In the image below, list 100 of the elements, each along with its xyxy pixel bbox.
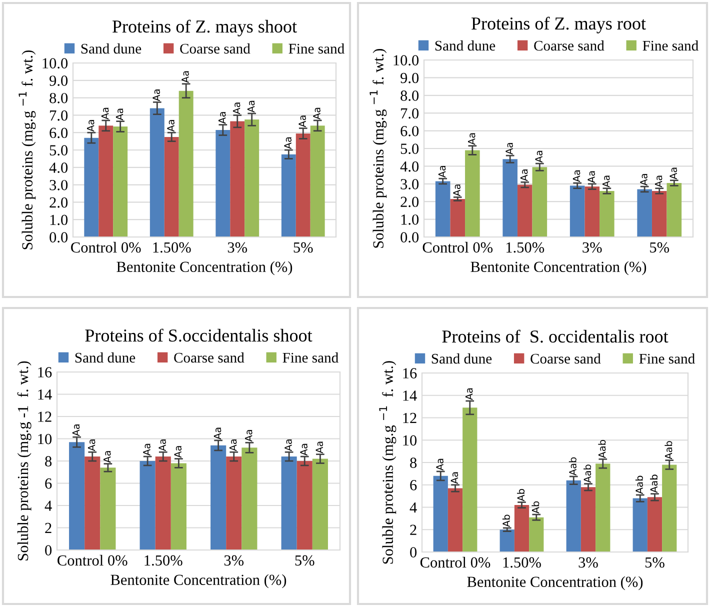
y-tick-label: 6.0 bbox=[400, 126, 419, 136]
data-label: Aa bbox=[104, 451, 111, 463]
data-label: Aa bbox=[88, 439, 96, 452]
x-tick-label: 5% bbox=[295, 555, 314, 566]
data-label: Aab bbox=[568, 457, 576, 476]
bar bbox=[113, 126, 128, 237]
bar bbox=[566, 480, 581, 552]
data-label: Aa bbox=[602, 176, 610, 188]
bar bbox=[584, 186, 600, 237]
y-tick-label: 8.0 bbox=[50, 92, 68, 104]
y-tick-label: 0.0 bbox=[400, 232, 419, 243]
bar bbox=[502, 159, 518, 237]
bar bbox=[596, 464, 610, 552]
bar bbox=[647, 497, 662, 552]
bar bbox=[532, 167, 548, 237]
data-label: Aa bbox=[450, 472, 458, 484]
legend-label: Sand dune bbox=[81, 43, 142, 54]
bar bbox=[529, 517, 544, 552]
data-label: Aa bbox=[520, 170, 528, 182]
bar bbox=[632, 498, 648, 552]
legend-label: Coarse sand bbox=[534, 40, 604, 51]
bar bbox=[312, 458, 328, 550]
chart-title: Proteins of S. occidentalis root bbox=[442, 330, 668, 343]
data-label: Aa bbox=[218, 112, 226, 124]
chart-title: Proteins of Z. mays shoot bbox=[112, 20, 297, 36]
bar bbox=[600, 190, 614, 237]
x-axis-title: Bentonite Concentration (%) bbox=[467, 576, 643, 590]
legend-label: Fine sand bbox=[642, 40, 698, 51]
x-tick-label: 3% bbox=[582, 242, 602, 253]
bar bbox=[178, 90, 194, 237]
chart-title: Proteins of S.occidentalis shoot bbox=[85, 328, 312, 342]
bar bbox=[296, 461, 312, 550]
y-axis-title: Soluble proteins (mg.g $^{−1}$ f. wt.) bbox=[379, 361, 396, 564]
y-tick-label: 3.0 bbox=[50, 180, 68, 190]
data-label: Aa bbox=[284, 439, 292, 452]
data-label: Aa bbox=[247, 100, 255, 113]
x-tick-label: Control 0% bbox=[58, 554, 128, 566]
x-tick-label: 3% bbox=[228, 242, 248, 253]
data-label: Aa bbox=[465, 388, 473, 400]
x-tick-label: 5% bbox=[294, 242, 313, 253]
legend-label: Coarse sand bbox=[174, 352, 244, 363]
data-label: Aab bbox=[584, 464, 592, 483]
legend-label: Sand dune bbox=[435, 40, 496, 51]
y-tick-label: 4.0 bbox=[49, 162, 68, 173]
bar bbox=[150, 108, 164, 237]
x-tick-label: Control 0% bbox=[422, 242, 493, 253]
x-tick-label: 1.50% bbox=[153, 242, 191, 253]
y-tick-label: 10 bbox=[38, 434, 52, 444]
data-label: Aab bbox=[635, 476, 643, 494]
x-tick-label: 5% bbox=[650, 242, 670, 253]
data-label: Aa bbox=[143, 444, 150, 456]
bar bbox=[226, 456, 242, 550]
bar bbox=[450, 198, 466, 237]
bar bbox=[433, 476, 448, 552]
data-label: Aa bbox=[453, 184, 460, 196]
y-tick-label: 16 bbox=[38, 367, 52, 378]
data-label: Aa bbox=[167, 120, 174, 132]
y-tick-label: 12 bbox=[38, 412, 52, 422]
bar bbox=[84, 138, 99, 237]
y-axis-title: Soluble proteins (mg.g $^{−1}$ f. wt.) bbox=[370, 48, 387, 248]
legend-label: Fine sand bbox=[288, 43, 344, 54]
y-tick-label: 0 bbox=[410, 547, 417, 558]
bar bbox=[517, 184, 532, 237]
data-label: Aa bbox=[245, 430, 252, 442]
x-axis-title: Bentonite Concentration (%) bbox=[470, 261, 646, 276]
data-label: Ab bbox=[517, 489, 525, 502]
bar bbox=[580, 487, 596, 552]
bar bbox=[465, 150, 480, 237]
data-label: Aa bbox=[174, 446, 182, 458]
data-label: Aa bbox=[284, 137, 292, 150]
y-tick-label: 12 bbox=[403, 412, 416, 424]
y-tick-label: 4 bbox=[44, 500, 52, 511]
data-label: Aa bbox=[436, 458, 444, 470]
bar bbox=[100, 468, 116, 550]
data-label: Aab bbox=[598, 440, 606, 458]
y-tick-label: 4.0 bbox=[400, 161, 419, 172]
data-label: Aa bbox=[468, 133, 476, 145]
data-label: Aa bbox=[232, 102, 240, 114]
data-label: Aab bbox=[664, 441, 672, 460]
legend-label: Sand dune bbox=[432, 353, 492, 364]
bar bbox=[230, 121, 245, 237]
bar bbox=[69, 442, 85, 550]
bar bbox=[281, 154, 296, 237]
bar bbox=[242, 448, 258, 550]
bar bbox=[435, 181, 450, 237]
x-tick-label: 3% bbox=[224, 555, 244, 566]
bar bbox=[637, 189, 652, 237]
data-label: Aa bbox=[654, 176, 662, 188]
bar bbox=[84, 456, 100, 550]
y-tick-label: 8 bbox=[410, 458, 417, 468]
data-label: Aa bbox=[640, 174, 648, 186]
bar bbox=[296, 133, 310, 237]
bar bbox=[216, 130, 230, 237]
data-label: Aa bbox=[214, 428, 222, 440]
bar bbox=[514, 505, 530, 552]
bar bbox=[666, 183, 682, 237]
y-tick-label: 6 bbox=[45, 478, 52, 489]
x-tick-label: 3% bbox=[578, 557, 598, 568]
data-label: Aa bbox=[101, 108, 109, 120]
data-label: Aa bbox=[158, 439, 166, 452]
